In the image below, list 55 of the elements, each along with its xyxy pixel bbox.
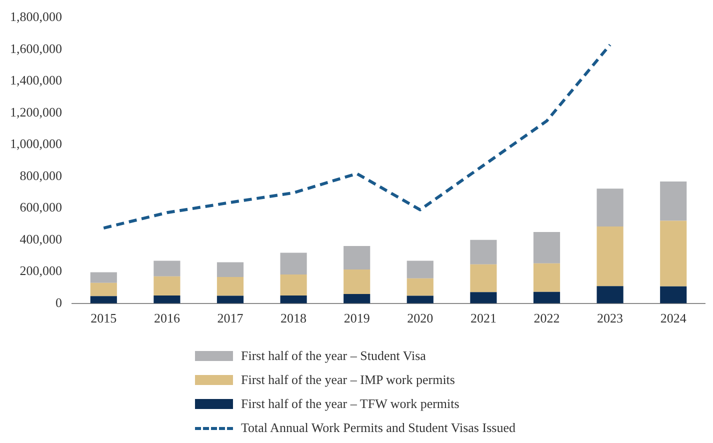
x-tick-label: 2019 [344,310,370,326]
y-tick-label: 1,600,000 [10,40,62,56]
x-tick-label: 2022 [534,310,560,326]
bar [660,182,687,221]
bar [406,278,434,296]
legend-label: First half of the year – IMP work permits [241,372,455,388]
bar [596,286,624,304]
y-tick-label: 0 [56,294,62,310]
bar [280,295,307,304]
bar [406,296,434,304]
y-tick-label: 1,000,000 [10,136,62,152]
bar [90,296,117,304]
bar [470,264,497,292]
x-tick-label: 2015 [90,310,117,326]
y-tick-label: 1,800,000 [10,9,62,24]
bar [344,269,370,294]
bar [216,262,244,278]
bar [216,296,244,304]
bar [596,226,624,286]
bar [216,277,244,296]
bar [533,292,560,304]
y-tick-label: 1,200,000 [10,104,62,120]
x-tick-label: 2018 [280,310,307,326]
bar [660,286,687,304]
bar [280,274,307,296]
bar [154,295,180,304]
y-tick-label: 400,000 [20,231,62,246]
bar [90,282,117,296]
legend-label: First half of the year – Student Visa [241,348,426,364]
bar [470,292,497,304]
bar [154,276,180,296]
bar [596,188,624,226]
bar [470,240,497,264]
x-tick-label: 2020 [407,310,434,326]
y-tick-label: 800,000 [20,168,62,183]
y-tick-label: 1,400,000 [10,72,62,88]
x-tick-label: 2023 [597,310,624,326]
bar [280,252,307,275]
x-tick-label: 2021 [470,310,496,326]
legend-label: Total Annual Work Permits and Student Visas Issued [241,420,516,436]
bar [533,232,560,264]
bar [406,260,434,278]
line-series [102,43,612,230]
bar [344,246,370,270]
bar [660,220,687,286]
bar [154,260,180,276]
y-tick-label: 600,000 [20,200,62,215]
legend-label: First half of the year – TFW work permits [241,396,460,412]
x-tick-label: 2017 [217,310,244,326]
y-tick-label: 200,000 [20,263,62,278]
x-tick-label: 2016 [154,310,180,326]
bar [533,263,560,292]
bar [90,272,117,283]
bar [344,294,370,304]
x-tick-label: 2024 [660,310,687,326]
